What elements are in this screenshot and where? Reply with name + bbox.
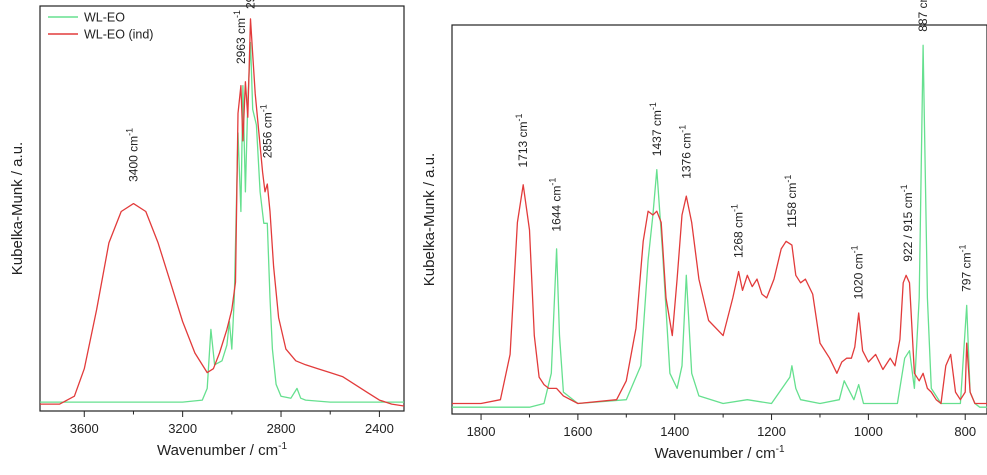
legend-label: WL-EO (ind) (84, 28, 153, 42)
peak-label: 1376 cm-1 (677, 125, 693, 179)
peak-label: 1713 cm-1 (514, 113, 530, 167)
x-tick-label: 1800 (467, 424, 496, 439)
x-axis-label: Wavenumber / cm-1 (157, 441, 287, 459)
x-tick-label: 800 (954, 424, 976, 439)
x-axis-label: Wavenumber / cm-1 (654, 444, 784, 462)
peak-label: 1158 cm-1 (783, 175, 799, 228)
peak-label: 1268 cm-1 (730, 204, 746, 258)
x-tick-label: 1600 (563, 424, 592, 439)
y-axis-label: Kubelka-Munk / a.u. (421, 153, 438, 286)
chart-panel-1: 3600 3200 2800 2400 Wavenumber / cm-1 Kubelka… (9, 0, 405, 459)
plot-frame (451, 24, 987, 415)
legend-label: WL-EO (84, 11, 125, 25)
x-tick-label: 3200 (168, 421, 197, 436)
peak-label: 797 cm-1 (958, 245, 974, 292)
peak-label: 2924 cm-1 (242, 0, 258, 9)
x-tick-label: 3600 (70, 421, 99, 436)
y-axis-label: Kubelka-Munk / a.u. (9, 142, 26, 275)
series-line-wl-eo-ind (40, 18, 405, 407)
series-line-wl-eo-ind (452, 184, 987, 405)
x-tick-label: 1000 (854, 424, 883, 439)
plot-frame (39, 5, 405, 412)
peak-label: 1020 cm-1 (850, 245, 866, 299)
peak-label: 2856 cm-1 (258, 104, 274, 158)
legend: WL-EO WL-EO (ind) (48, 11, 153, 42)
x-tick-label: 1400 (660, 424, 689, 439)
peak-label: 922 / 915 cm-1 (899, 184, 915, 261)
peak-label: 887 cm-1 (914, 0, 930, 32)
series-line-wl-eo (40, 41, 404, 403)
x-tick-label: 1200 (757, 424, 786, 439)
peak-label: 2963 cm-1 (232, 10, 248, 64)
x-tick-label: 2400 (365, 421, 394, 436)
peak-label: 1437 cm-1 (648, 102, 664, 156)
x-tick-label: 2800 (267, 421, 296, 436)
peak-label: 3400 cm-1 (125, 128, 141, 182)
chart-panel-2: 1800 1600 1400 1200 1000 800 Wavenumber / cm-1… (421, 0, 987, 462)
peak-label: 1644 cm-1 (548, 178, 564, 232)
